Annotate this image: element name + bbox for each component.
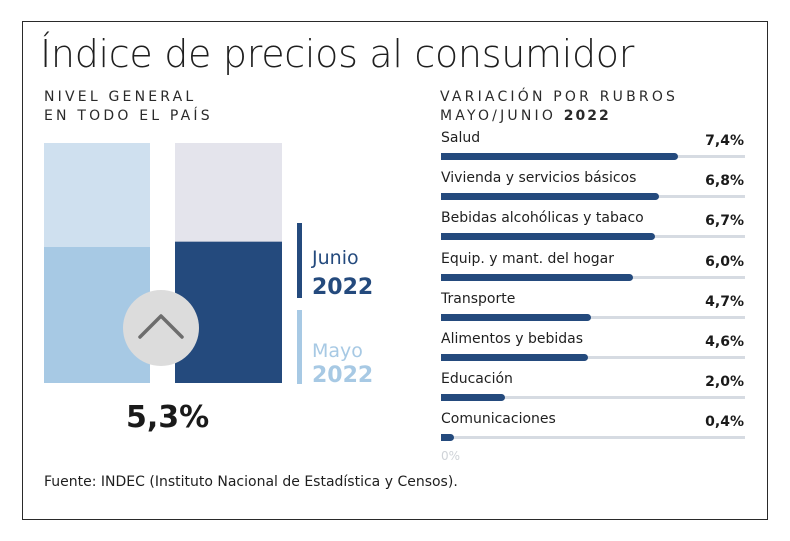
legend-mayo-label: Mayo [312, 340, 363, 362]
legend-junio-label: Junio [312, 247, 359, 269]
rubro-track [441, 436, 745, 440]
rubro-track [441, 356, 745, 359]
right-subtitle-period: MAYO/JUNIO [440, 108, 557, 124]
rubro-label: Salud [441, 130, 481, 146]
axis-zero-label: 0% [441, 449, 461, 463]
rubro-value-label: 4,7% [705, 293, 744, 310]
rubro-bar [441, 394, 505, 402]
legend-junio-marker [297, 223, 302, 298]
rubro-value-label: 2,0% [705, 374, 744, 391]
general-level-value: 5,3% [126, 400, 210, 435]
left-subtitle-line-2: EN TODO EL PAÍS [44, 108, 213, 124]
rubro-label: Bebidas alcohólicas y tabaco [441, 210, 644, 227]
page-title: Índice de precios al consumidor [40, 32, 635, 76]
rubro-label: Educación [441, 371, 513, 388]
left-subtitle-line-1: NIVEL GENERAL [44, 89, 197, 105]
right-subtitle-line-1: VARIACIÓN POR RUBROS [440, 89, 679, 105]
legend-mayo-year: 2022 [312, 363, 374, 388]
source-note: Fuente: INDEC (Instituto Nacional de Est… [44, 474, 458, 490]
rubro-bar [441, 354, 589, 361]
legend-junio-year: 2022 [312, 275, 374, 300]
left-subtitle: NIVEL GENERAL EN TODO EL PAÍS [44, 88, 213, 126]
rubro-label: Alimentos y bebidas [441, 331, 584, 347]
rubro-bar [441, 193, 659, 201]
rubro-bar [441, 273, 633, 281]
right-subtitle-year: 2022 [563, 108, 611, 124]
rubro-value-label: 0,4% [705, 414, 744, 431]
rubro-bar [441, 233, 656, 241]
rubro-value-label: 6,7% [705, 213, 744, 230]
rubro-value-label: 4,6% [705, 334, 744, 350]
rubro-label: Comunicaciones [441, 411, 556, 428]
rubro-bar [441, 313, 592, 321]
rubro-track [441, 315, 745, 319]
rubro-label: Transporte [441, 290, 516, 307]
rubro-bar [441, 434, 454, 442]
rubro-value-label: 6,8% [705, 173, 744, 190]
rubro-value-label: 7,4% [705, 133, 744, 149]
legend-mayo-marker [297, 310, 302, 384]
rubro-track [441, 396, 745, 400]
rubro-label: Vivienda y servicios básicos [441, 170, 637, 187]
rubro-label: Equip. y mant. del hogar [441, 250, 614, 267]
right-subtitle: VARIACIÓN POR RUBROS MAYO/JUNIO 2022 [440, 88, 678, 126]
rubro-value-label: 6,0% [705, 253, 744, 270]
rubro-bar [441, 153, 678, 160]
right-subtitle-line-2: MAYO/JUNIO 2022 [440, 107, 678, 126]
